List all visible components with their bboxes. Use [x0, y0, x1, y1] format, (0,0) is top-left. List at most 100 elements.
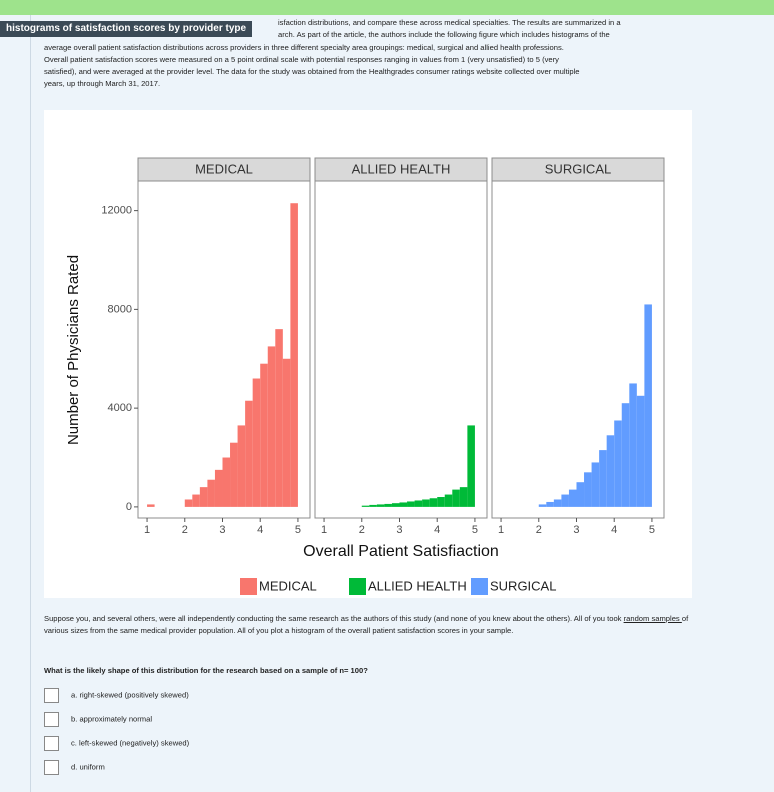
intro-line: years, up through March 31, 2017. — [44, 79, 161, 88]
x-tick-label: 2 — [536, 524, 542, 536]
bar — [267, 346, 276, 507]
bar — [399, 502, 408, 507]
bar — [414, 500, 423, 507]
bar — [467, 425, 475, 507]
bar — [245, 400, 253, 507]
x-tick-label: 4 — [611, 524, 617, 536]
checkbox[interactable] — [44, 736, 59, 751]
tooltip: histograms of satisfaction scores by pro… — [0, 21, 253, 37]
bar — [282, 358, 291, 507]
option-label: a. right-skewed (positively skewed) — [71, 690, 189, 700]
bar — [369, 504, 377, 507]
bar — [576, 482, 585, 507]
bar — [361, 505, 370, 507]
y-tick-label: 8000 — [108, 303, 132, 315]
bar — [459, 487, 468, 507]
bar — [606, 435, 615, 507]
x-tick-label: 1 — [144, 524, 150, 536]
option-label: b. approximately normal — [71, 714, 153, 724]
legend-label: SURGICAL — [490, 578, 556, 593]
bar — [644, 304, 652, 507]
bar — [553, 499, 562, 507]
bar — [591, 462, 600, 507]
bar — [275, 329, 283, 507]
option[interactable]: d. uniform — [44, 760, 105, 775]
option[interactable]: b. approximately normal — [44, 712, 152, 727]
y-tick-label: 0 — [126, 501, 132, 513]
x-tick-label: 4 — [257, 524, 263, 536]
prompt: What is the likely shape of this distrib… — [44, 666, 368, 675]
bar — [207, 479, 215, 507]
question: Suppose you, and several others, were al… — [44, 613, 704, 637]
x-tick-label: 2 — [182, 524, 188, 536]
y-tick-label: 12000 — [101, 205, 132, 217]
checkbox[interactable] — [44, 712, 59, 727]
bar — [429, 498, 438, 507]
checkbox[interactable] — [44, 688, 59, 703]
x-tick-label: 5 — [649, 524, 655, 536]
question-text: Suppose you, and several others, were al… — [44, 614, 624, 623]
bar — [237, 425, 246, 507]
bar — [376, 504, 385, 507]
bar — [599, 450, 607, 507]
bar — [422, 499, 430, 507]
bar — [614, 420, 622, 507]
bar — [252, 378, 261, 507]
y-axis-title: Number of Physicians Rated — [65, 255, 82, 445]
question-text: of various sizes from the same medical p… — [44, 614, 689, 635]
x-tick-label: 2 — [359, 524, 365, 536]
bar — [192, 494, 200, 507]
intro-line: Overall patient satisfaction scores were… — [44, 55, 559, 64]
intro-line: arch. As part of the article, the author… — [278, 30, 610, 39]
x-tick-label: 1 — [498, 524, 504, 536]
x-axis-title: Overall Patient Satisfiaction — [303, 543, 499, 560]
link[interactable]: random samples — [623, 614, 682, 623]
bar — [452, 489, 460, 507]
intro-line: satisfied), and were averaged at the pro… — [44, 67, 580, 76]
strip-label: ALLIED HEALTH — [352, 161, 451, 176]
x-tick-label: 5 — [295, 524, 301, 536]
bar — [214, 469, 223, 507]
bar — [199, 487, 208, 507]
bar — [561, 494, 569, 507]
figure: MEDICAL 1 2 3 4 5 MEDICAL ALLIED HEALTH 1 2 3 4 5 ALL… — [44, 110, 692, 598]
top-bar — [0, 0, 774, 15]
bar — [391, 503, 400, 507]
x-tick-label: 1 — [321, 524, 327, 536]
bar — [444, 494, 453, 507]
bar — [384, 503, 392, 507]
x-tick-label: 5 — [472, 524, 478, 536]
x-tick-label: 3 — [573, 524, 579, 536]
bar — [437, 497, 445, 507]
bar — [407, 501, 415, 507]
legend-swatch — [349, 578, 366, 595]
strip-label: SURGICAL — [545, 161, 611, 176]
bar — [546, 501, 554, 507]
bar — [290, 203, 298, 507]
strip-label: MEDICAL — [195, 161, 253, 176]
checkbox[interactable] — [44, 760, 59, 775]
bar — [568, 489, 577, 507]
bar — [584, 472, 592, 507]
legend-swatch — [240, 578, 257, 595]
bar — [260, 363, 268, 507]
bar — [538, 504, 547, 507]
intro-line: isfaction distributions, and compare the… — [278, 18, 621, 27]
option-label: d. uniform — [71, 762, 105, 772]
x-tick-label: 4 — [434, 524, 440, 536]
bar — [629, 383, 637, 507]
x-tick-label: 3 — [219, 524, 225, 536]
bar — [147, 504, 155, 507]
legend-label: MEDICAL — [259, 578, 317, 593]
legend-label: ALLIED HEALTH — [368, 578, 467, 593]
option[interactable]: a. right-skewed (positively skewed) — [44, 688, 189, 703]
option[interactable]: c. left-skewed (negatively) skewed) — [44, 736, 189, 751]
legend-swatch — [471, 578, 488, 595]
option-label: c. left-skewed (negatively) skewed) — [71, 738, 190, 748]
bar — [230, 442, 238, 507]
bar — [621, 403, 630, 507]
intro-line: average overall patient satisfaction dis… — [44, 43, 564, 52]
bar — [636, 395, 645, 507]
bar — [184, 499, 193, 507]
